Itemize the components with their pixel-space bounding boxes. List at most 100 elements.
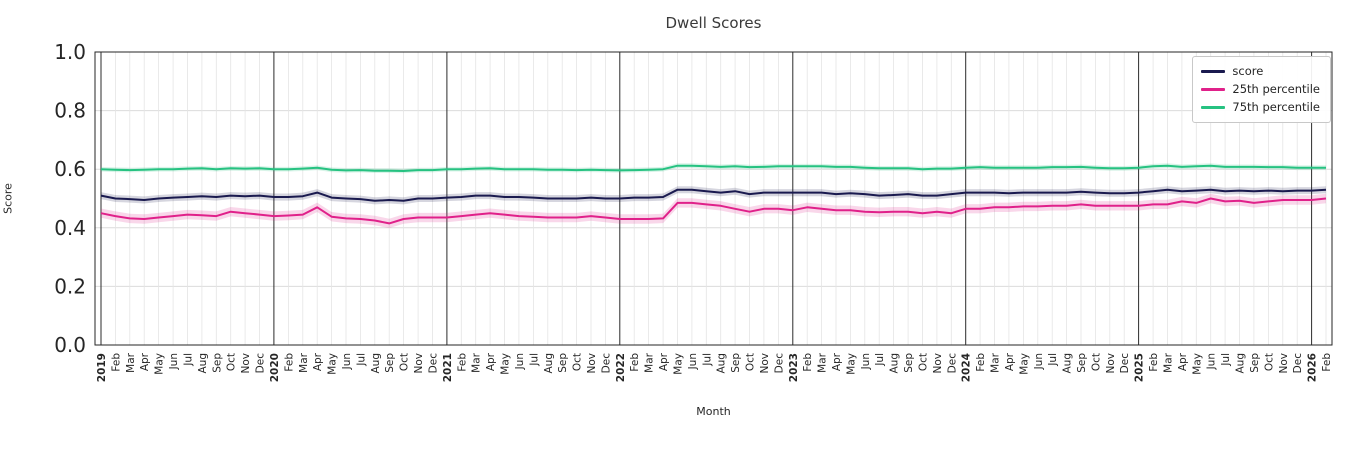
svg-text:Dec: Dec [946, 353, 958, 374]
svg-text:May: May [845, 353, 857, 375]
score-line-icon [1201, 70, 1226, 74]
svg-text:2022: 2022 [615, 353, 627, 382]
svg-text:Aug: Aug [1235, 353, 1247, 374]
svg-text:Jun: Jun [860, 353, 872, 370]
svg-text:Dec: Dec [1119, 353, 1131, 374]
svg-text:Feb: Feb [1148, 353, 1160, 372]
svg-text:2026: 2026 [1307, 353, 1319, 382]
svg-text:Jun: Jun [168, 353, 180, 370]
svg-text:Jun: Jun [687, 353, 699, 370]
svg-text:Oct: Oct [1263, 353, 1275, 371]
svg-text:Feb: Feb [975, 353, 987, 372]
x-axis-label: Month [696, 405, 731, 418]
svg-text:Dec: Dec [1292, 353, 1304, 374]
svg-text:Jul: Jul [1220, 353, 1232, 367]
svg-text:Jul: Jul [1047, 353, 1059, 367]
legend-item-25th-percentile: 25th percentile [1201, 81, 1320, 99]
svg-text:Apr: Apr [312, 352, 324, 371]
svg-text:Oct: Oct [226, 353, 238, 371]
svg-text:Jul: Jul [183, 353, 195, 367]
svg-text:Dec: Dec [255, 353, 267, 374]
svg-text:Feb: Feb [802, 353, 814, 372]
svg-text:Jun: Jun [341, 353, 353, 370]
svg-text:Mar: Mar [1163, 352, 1175, 372]
svg-text:Sep: Sep [557, 353, 569, 373]
svg-text:Nov: Nov [240, 353, 252, 374]
svg-text:Aug: Aug [889, 353, 901, 374]
svg-text:Dec: Dec [773, 353, 785, 374]
svg-text:Dec: Dec [600, 353, 612, 374]
svg-text:May: May [1018, 353, 1030, 375]
svg-text:Oct: Oct [572, 353, 584, 371]
svg-text:Apr: Apr [485, 352, 497, 371]
svg-text:Aug: Aug [716, 353, 728, 374]
svg-text:Mar: Mar [471, 352, 483, 372]
legend-item-75th-percentile: 75th percentile [1201, 99, 1320, 117]
svg-text:Feb: Feb [629, 353, 641, 372]
svg-text:May: May [1191, 353, 1203, 375]
percentile-25-line-icon [1201, 88, 1226, 92]
svg-text:Apr: Apr [658, 352, 670, 371]
svg-text:May: May [673, 353, 685, 375]
legend-label-score: score [1232, 64, 1264, 78]
svg-text:Nov: Nov [932, 353, 944, 374]
svg-text:Oct: Oct [1090, 353, 1102, 371]
svg-text:Aug: Aug [1062, 353, 1074, 374]
svg-text:Apr: Apr [139, 352, 151, 371]
svg-text:2024: 2024 [961, 353, 973, 382]
svg-text:Sep: Sep [903, 353, 915, 373]
chart-title: Dwell Scores [665, 14, 762, 32]
svg-text:May: May [154, 353, 166, 375]
svg-text:Mar: Mar [298, 352, 310, 372]
svg-text:Mar: Mar [644, 352, 656, 372]
svg-text:Dec: Dec [428, 353, 440, 374]
svg-text:Jun: Jun [514, 353, 526, 370]
legend-label-25th-percentile: 25th percentile [1232, 81, 1320, 96]
svg-text:2020: 2020 [269, 353, 281, 382]
svg-text:Apr: Apr [831, 352, 843, 371]
svg-text:Jun: Jun [1206, 353, 1218, 370]
svg-text:Mar: Mar [817, 352, 829, 372]
svg-text:Aug: Aug [543, 353, 555, 374]
legend-item-score: score [1201, 63, 1320, 81]
svg-text:Oct: Oct [399, 353, 411, 371]
svg-text:Aug: Aug [370, 353, 382, 374]
svg-text:Nov: Nov [1105, 353, 1117, 374]
svg-text:Feb: Feb [1321, 353, 1333, 372]
svg-text:Jul: Jul [874, 353, 886, 367]
svg-text:Jul: Jul [701, 353, 713, 367]
svg-text:Feb: Feb [110, 353, 122, 372]
percentile-75-line-icon [1201, 105, 1226, 109]
series-line-25th-percentile [100, 197, 1327, 225]
svg-text:Sep: Sep [1249, 353, 1261, 373]
legend-label-75th-percentile: 75th percentile [1232, 99, 1320, 114]
series-line-75th-percentile [100, 164, 1326, 172]
svg-text:Aug: Aug [197, 353, 209, 374]
svg-text:Sep: Sep [384, 353, 396, 373]
series-lines [100, 164, 1327, 225]
y-tick-labels: 0.0 0.2 0.4 0.6 0.8 1.0 [54, 40, 86, 357]
svg-text:Sep: Sep [211, 353, 223, 373]
svg-text:May: May [327, 353, 339, 375]
svg-text:Nov: Nov [586, 353, 598, 374]
svg-text:Nov: Nov [759, 353, 771, 374]
svg-text:Sep: Sep [1076, 353, 1088, 373]
svg-text:Mar: Mar [125, 352, 137, 372]
svg-text:0.6: 0.6 [54, 157, 86, 181]
svg-text:1.0: 1.0 [54, 40, 86, 64]
legend: score 25th percentile 75th percentile [1192, 56, 1331, 124]
svg-text:Nov: Nov [413, 353, 425, 374]
svg-text:Jul: Jul [528, 353, 540, 367]
svg-text:Oct: Oct [918, 353, 930, 371]
svg-text:Apr: Apr [1177, 352, 1189, 371]
svg-text:0.0: 0.0 [54, 333, 86, 357]
svg-text:2019: 2019 [96, 353, 108, 382]
svg-text:Oct: Oct [745, 353, 757, 371]
svg-text:Jun: Jun [1033, 353, 1045, 370]
svg-text:May: May [500, 353, 512, 375]
svg-text:0.2: 0.2 [54, 274, 86, 298]
svg-text:2023: 2023 [788, 353, 800, 382]
svg-text:0.8: 0.8 [54, 99, 86, 123]
